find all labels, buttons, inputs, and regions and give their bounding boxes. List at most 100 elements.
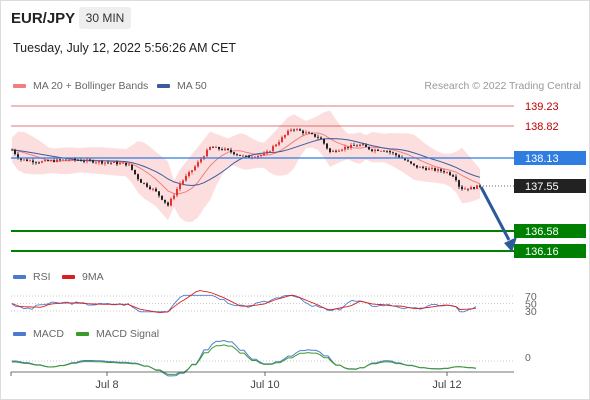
candle-body <box>107 162 109 164</box>
candle-body <box>227 148 229 150</box>
resistance-label: 139.23 <box>525 101 559 113</box>
candle-body <box>428 168 430 170</box>
x-tick-label: Jul 8 <box>95 379 118 391</box>
candle-body <box>41 161 43 163</box>
x-tick-label: Jul 12 <box>432 379 461 391</box>
legend-rsi: RSI <box>13 271 51 283</box>
bollinger-band <box>12 110 480 222</box>
candle-body <box>311 133 313 134</box>
candle-body <box>317 136 319 138</box>
candle-body <box>296 129 298 130</box>
candle-body <box>170 198 172 206</box>
candle-body <box>392 152 394 154</box>
candle-body <box>68 159 70 161</box>
candle-body <box>191 170 193 172</box>
candle-body <box>476 185 478 189</box>
candle-body <box>221 149 223 150</box>
candle-body <box>329 148 331 152</box>
rsi-tick-label: 30 <box>525 306 537 318</box>
legend-ma50: MA 50 <box>157 80 207 92</box>
support-badge <box>514 244 586 258</box>
candle-body <box>383 150 385 152</box>
candle-body <box>59 159 61 161</box>
ma20-swatch-icon <box>13 84 26 88</box>
candle-body <box>20 158 22 160</box>
candle-body <box>35 162 37 164</box>
candle-body <box>89 159 91 161</box>
candle-body <box>410 161 412 164</box>
timestamp: Tuesday, July 12, 2022 5:56:26 AM CET <box>13 41 237 55</box>
candle-body <box>350 145 352 148</box>
candle-body <box>290 129 292 131</box>
candle-body <box>233 152 235 155</box>
candle-body <box>188 172 190 176</box>
candle-body <box>338 150 340 152</box>
timeframe-button[interactable]: 30 MIN <box>79 7 131 29</box>
candle-body <box>326 143 328 149</box>
candle-body <box>281 137 283 143</box>
candle-body <box>224 148 226 151</box>
support-label: 136.16 <box>525 246 559 258</box>
candle-body <box>134 169 136 175</box>
candle-body <box>155 188 157 192</box>
candle-body <box>62 159 64 161</box>
candle-body <box>362 144 364 146</box>
candle-body <box>314 134 316 137</box>
candle-body <box>113 161 115 163</box>
candle-body <box>71 158 73 160</box>
candle-body <box>407 160 409 162</box>
candle-body <box>344 146 346 150</box>
legend-macd: MACD <box>13 328 64 340</box>
candle-body <box>50 160 52 162</box>
candle-body <box>164 199 166 203</box>
candle-body <box>146 183 148 187</box>
candle-body <box>461 186 463 190</box>
candle-body <box>104 162 106 164</box>
candle-body <box>473 187 475 189</box>
candle-body <box>23 159 25 161</box>
macd-signal-swatch-icon <box>76 332 89 336</box>
candle-body <box>395 153 397 156</box>
candle-body <box>359 144 361 146</box>
candle-body <box>125 162 127 166</box>
candle-body <box>110 162 112 164</box>
candle-body <box>470 187 472 190</box>
candle-body <box>425 168 427 170</box>
candle-body <box>353 145 355 146</box>
candle-body <box>56 159 58 162</box>
legend-rsi-ma: 9MA <box>62 271 104 283</box>
candle-body <box>398 155 400 158</box>
macd-line <box>12 339 477 377</box>
candle-body <box>140 179 142 183</box>
candle-body <box>167 202 169 206</box>
candle-body <box>206 149 208 157</box>
candle-body <box>53 160 55 162</box>
candle-body <box>11 149 13 151</box>
macd-swatch-icon <box>13 332 26 336</box>
candle-body <box>377 149 379 151</box>
candle-body <box>149 186 151 189</box>
candle-body <box>143 182 145 184</box>
candle-body <box>284 134 286 138</box>
candle-body <box>320 137 322 139</box>
candle-body <box>374 149 376 152</box>
candle-body <box>443 171 445 173</box>
support-label: 136.58 <box>525 226 559 238</box>
candle-body <box>218 147 220 150</box>
candle-body <box>356 145 358 147</box>
candle-body <box>92 160 94 163</box>
candle-body <box>14 149 16 155</box>
candle-body <box>80 160 82 162</box>
candle-body <box>242 155 244 157</box>
candle-body <box>287 130 289 135</box>
candle-body <box>308 132 310 134</box>
candle-body <box>176 189 178 196</box>
candle-body <box>449 172 451 176</box>
last-price-label: 137.55 <box>525 181 559 193</box>
candle-body <box>302 130 304 134</box>
candle-body <box>26 159 28 162</box>
legend-macd-signal-label: MACD Signal <box>96 328 160 340</box>
candle-body <box>212 146 214 148</box>
candle-body <box>440 169 442 172</box>
